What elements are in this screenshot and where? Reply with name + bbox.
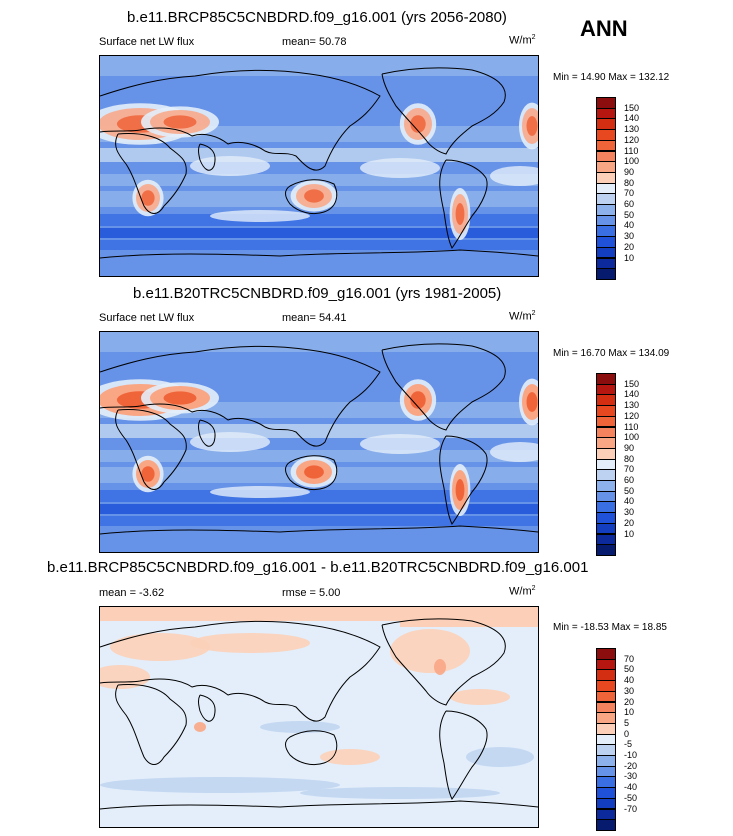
colorbar-tick-label: 140 [624,113,640,124]
panel3-units: W/m2 [509,585,536,598]
panel1-title: b.e11.BRCP85C5CNBDRD.f09_g16.001 (yrs 20… [127,9,507,26]
colorbar-tick-label: -50 [624,792,638,803]
season-label: ANN [580,16,628,41]
colorbar-tick-label: 120 [624,410,640,421]
colorbar-tick-label: 100 [624,156,640,167]
colorbar-tick-label: 80 [624,177,635,188]
panel3-rmse: rmse = 5.00 [282,587,341,599]
colorbar-swatch [596,544,616,556]
colorbar-tick-label: -70 [624,803,638,814]
coastline [100,69,381,171]
colorbar-tick-label: 10 [624,707,635,718]
colorbar-tick-label: 60 [624,199,635,209]
colorbar-tick-label: 50 [624,485,635,496]
colorbar-tick-label: -10 [624,750,638,760]
panel1-colorbar: 150 140 130 120 110 100 90 80 70 60 50 40 30 20 10 [596,97,639,280]
coastline [439,435,488,525]
colorbar-tick-label: 90 [624,442,635,453]
panel1-left-label: Surface net LW flux [99,36,195,48]
panel3-title: b.e11.BRCP85C5CNBDRD.f09_g16.001 - b.e11… [47,559,589,576]
colorbar-tick-label: 0 [624,728,630,739]
map-canvas [100,332,538,552]
coastline [100,800,538,810]
coastline [100,525,538,535]
coastline [100,249,538,259]
panel2-map [99,331,539,553]
colorbar-tick-label: -40 [624,782,638,793]
coastline [198,419,216,447]
colorbar-tick-label: 5 [624,717,630,728]
colorbar-tick-label: -5 [624,739,633,750]
coastline [100,345,381,447]
coastline [381,618,506,706]
colorbar-tick-label: 20 [624,696,635,707]
colorbar-tick-label: 130 [624,400,640,411]
coastline [285,179,338,215]
colorbar-tick-label: 20 [624,241,635,252]
colorbar-tick-label: 50 [624,664,635,675]
panel3-mean: mean = -3.62 [99,587,165,599]
coastline [198,143,216,171]
panel1-mean: mean= 50.78 [282,36,347,48]
coastline [115,409,187,490]
colorbar-tick-label: 60 [624,475,635,485]
colorbar-tick-label: 150 [624,378,640,389]
coastline [100,620,381,722]
colorbar-tick-label: 110 [624,421,639,432]
panel2-mean: mean= 54.41 [282,312,347,324]
colorbar-tick-label: 30 [624,685,635,696]
colorbar-tick-label: 110 [624,145,639,156]
panel2-title: b.e11.B20TRC5CNBDRD.f09_g16.001 (yrs 198… [133,285,502,302]
colorbar-tick-label: 10 [624,528,635,539]
coastline [198,694,216,722]
colorbar-tick-label: 150 [624,102,640,113]
coastline [381,343,506,431]
panel2-colorbar: 150 140 130 120 110 100 90 80 70 60 50 40 30 20 10 [596,373,639,556]
panel3-colorbar: 70 50 40 30 20 10 5 0 -5 -10 -20 -30 -40 -50 -70 [596,648,637,831]
colorbar-swatch [596,819,616,831]
colorbar-tick-label: 70 [624,464,635,475]
coastline [439,159,488,249]
colorbar-tick-label: 30 [624,507,635,518]
colorbar-tick-label: 40 [624,496,635,507]
colorbar-tick-label: 20 [624,517,635,528]
colorbar-tick-label: 10 [624,252,635,263]
coastline [381,67,506,155]
map-canvas [100,607,538,827]
colorbar-tick-label: 90 [624,166,635,177]
panel1-map [99,55,539,277]
coastline [115,684,187,765]
colorbar-tick-label: 70 [624,188,635,199]
panel3-minmax: Min = -18.53 Max = 18.85 [553,622,667,633]
coastline [285,730,338,766]
panel1-minmax: Min = 14.90 Max = 132.12 [553,72,670,83]
colorbar-tick-label: 30 [624,231,635,242]
colorbar-tick-label: -20 [624,760,638,771]
panel1-units: W/m2 [509,34,536,47]
colorbar-tick-label: 50 [624,209,635,220]
colorbar-tick-label: 40 [624,220,635,231]
panel2-units: W/m2 [509,310,536,323]
colorbar-tick-label: -30 [624,771,638,782]
colorbar-tick-label: 100 [624,432,640,443]
coastline [439,710,488,800]
map-canvas [100,56,538,276]
colorbar-tick-label: 70 [624,653,635,664]
colorbar-tick-label: 130 [624,124,640,135]
panel3-map [99,606,539,828]
colorbar-tick-label: 40 [624,675,635,686]
colorbar-tick-label: 80 [624,453,635,464]
colorbar-swatch [596,268,616,280]
colorbar-tick-label: 120 [624,134,640,145]
colorbar-tick-label: 140 [624,389,640,400]
panel2-minmax: Min = 16.70 Max = 134.09 [553,348,670,359]
panel2-left-label: Surface net LW flux [99,312,195,324]
coastline [285,455,338,491]
coastline [115,133,187,214]
